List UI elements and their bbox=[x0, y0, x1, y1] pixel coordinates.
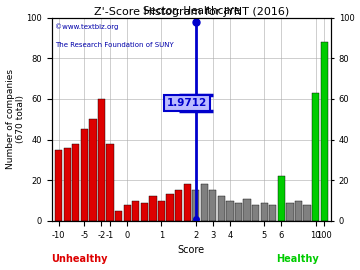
Text: ©www.textbiz.org: ©www.textbiz.org bbox=[55, 24, 118, 31]
Bar bbox=[115, 211, 122, 221]
Bar bbox=[243, 198, 251, 221]
Bar bbox=[278, 176, 285, 221]
Bar bbox=[184, 184, 191, 221]
Bar bbox=[158, 201, 165, 221]
Bar bbox=[269, 205, 276, 221]
Bar bbox=[286, 202, 294, 221]
Bar bbox=[132, 201, 139, 221]
Text: 1.9712: 1.9712 bbox=[167, 98, 207, 108]
Bar bbox=[141, 202, 148, 221]
Bar bbox=[166, 194, 174, 221]
Bar bbox=[320, 42, 328, 221]
Bar bbox=[89, 119, 96, 221]
Bar bbox=[98, 99, 105, 221]
Bar bbox=[235, 202, 242, 221]
Bar bbox=[72, 144, 80, 221]
Bar bbox=[252, 205, 259, 221]
Bar bbox=[201, 184, 208, 221]
Y-axis label: Number of companies
(670 total): Number of companies (670 total) bbox=[5, 69, 25, 169]
Bar bbox=[107, 144, 114, 221]
Text: Sector: Healthcare: Sector: Healthcare bbox=[143, 6, 240, 16]
Bar bbox=[175, 190, 182, 221]
Bar bbox=[192, 190, 199, 221]
Bar bbox=[312, 93, 319, 221]
Bar bbox=[81, 129, 88, 221]
Bar bbox=[64, 148, 71, 221]
Bar bbox=[295, 201, 302, 221]
Bar bbox=[226, 201, 234, 221]
X-axis label: Score: Score bbox=[178, 245, 205, 255]
Bar bbox=[261, 202, 268, 221]
Bar bbox=[123, 205, 131, 221]
Title: Z'-Score Histogram for JYNT (2016): Z'-Score Histogram for JYNT (2016) bbox=[94, 7, 289, 17]
Bar bbox=[209, 190, 216, 221]
Bar bbox=[218, 197, 225, 221]
Text: Healthy: Healthy bbox=[276, 254, 319, 264]
Text: The Research Foundation of SUNY: The Research Foundation of SUNY bbox=[55, 42, 174, 48]
Bar bbox=[149, 197, 157, 221]
Bar bbox=[303, 205, 311, 221]
Text: Unhealthy: Unhealthy bbox=[51, 254, 108, 264]
Bar bbox=[55, 150, 62, 221]
